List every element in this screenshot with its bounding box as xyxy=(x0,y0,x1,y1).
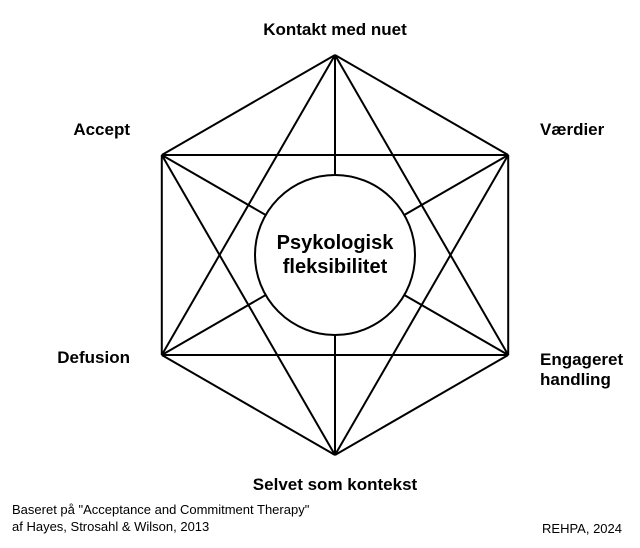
hexaflex-diagram: Psykologisk fleksibilitet Kontakt med nu… xyxy=(0,0,640,548)
center-label: Psykologisk fleksibilitet xyxy=(277,231,394,279)
vertex-label-top: Kontakt med nuet xyxy=(263,20,407,40)
vertex-label-bottom: Selvet som kontekst xyxy=(253,475,417,495)
center-label-line1: Psykologisk xyxy=(277,232,394,254)
footer-line2: af Hayes, Strosahl & Wilson, 2013 xyxy=(12,519,209,534)
center-label-line2: fleksibilitet xyxy=(283,256,387,278)
footer-credit: REHPA, 2024 xyxy=(542,521,622,536)
footer-line1: Baseret på "Acceptance and Commitment Th… xyxy=(12,502,309,517)
vertex-label-bottom-left: Defusion xyxy=(57,348,130,368)
vertex-label-top-right: Værdier xyxy=(540,120,604,140)
vertex-label-bottom-right: Engageret handling xyxy=(540,350,623,391)
vertex-label-top-left: Accept xyxy=(73,120,130,140)
footer-citation: Baseret på "Acceptance and Commitment Th… xyxy=(12,502,309,536)
